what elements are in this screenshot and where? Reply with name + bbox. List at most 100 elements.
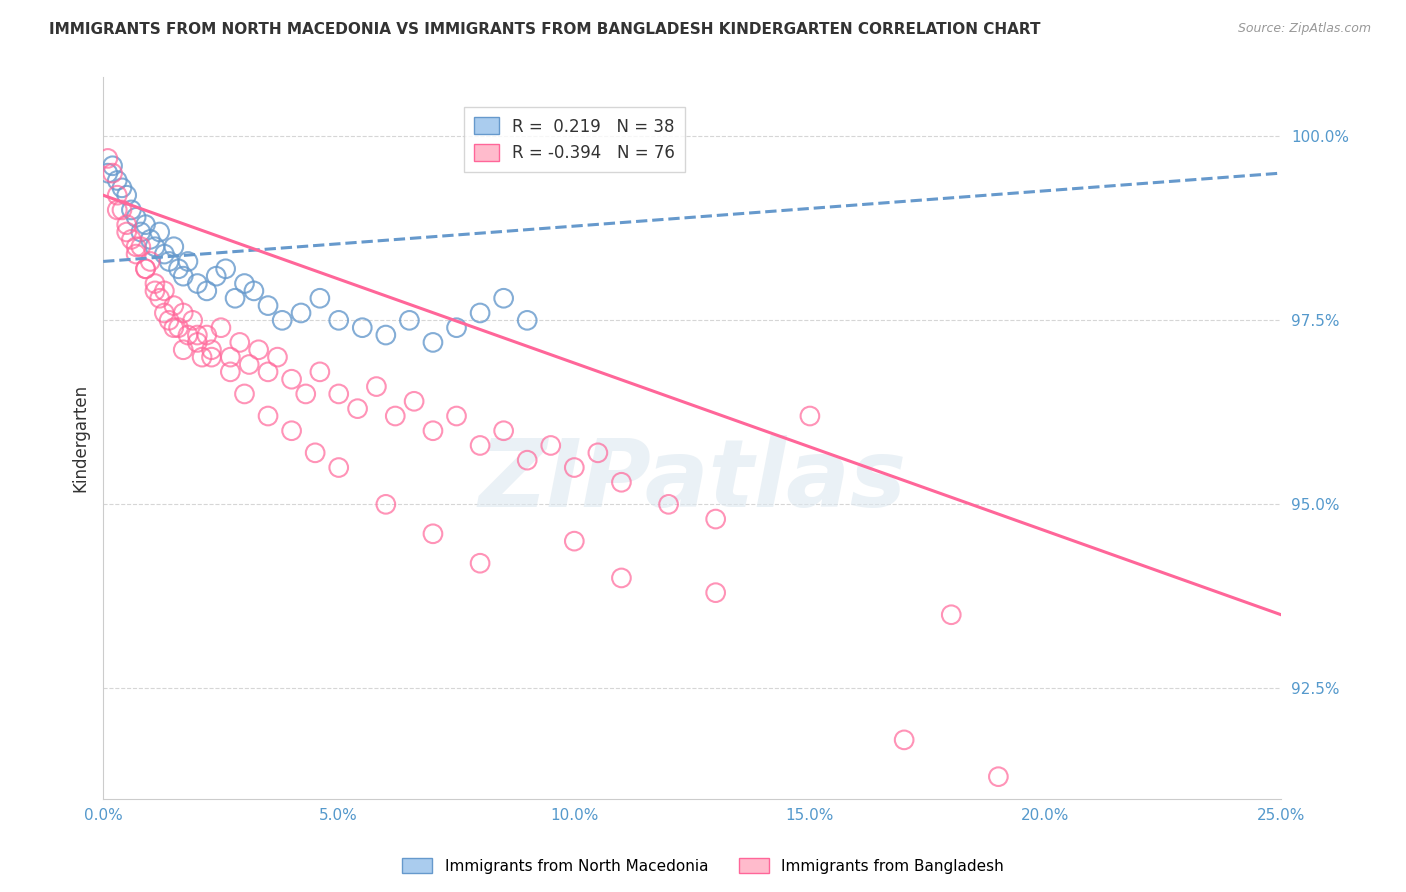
Point [328,460,350,475]
Point [1035,806,1057,821]
Point [586,446,609,460]
Point [120,202,142,217]
Point [233,387,256,401]
Point [346,401,368,416]
Point [562,460,585,475]
Point [468,306,491,320]
Point [101,166,124,180]
Point [125,211,148,225]
Point [167,261,190,276]
Point [153,306,176,320]
Point [247,343,270,357]
Point [893,732,915,747]
Point [191,350,214,364]
Point [610,571,633,585]
Point [562,534,585,549]
Point [366,379,388,393]
Point [384,409,406,423]
Point [177,254,200,268]
Point [172,306,194,320]
Text: Source: ZipAtlas.com: Source: ZipAtlas.com [1237,22,1371,36]
Point [704,585,727,599]
Point [468,556,491,570]
Point [186,328,208,343]
Text: ZIPatlas: ZIPatlas [478,435,907,527]
Point [468,438,491,452]
Point [111,202,134,217]
Point [149,291,172,305]
Point [658,497,681,511]
Point [422,335,444,350]
Point [135,261,157,276]
Point [105,202,128,217]
Point [209,320,232,334]
Point [149,225,172,239]
Legend: R =  0.219   N = 38, R = -0.394   N = 76: R = 0.219 N = 38, R = -0.394 N = 76 [464,107,685,172]
Point [163,320,186,334]
Point [271,313,294,327]
Point [111,181,134,195]
Point [328,387,350,401]
Point [290,306,312,320]
Point [257,409,280,423]
Point [115,218,138,232]
Point [97,166,120,180]
Point [135,218,157,232]
Point [195,328,218,343]
Point [941,607,963,622]
Point [153,247,176,261]
Point [195,284,218,298]
Point [163,240,186,254]
Point [492,424,515,438]
Point [799,409,821,423]
Point [181,313,204,327]
Point [516,453,538,467]
Point [987,770,1010,784]
Point [172,343,194,357]
Point [374,328,396,343]
Point [143,277,166,291]
Point [309,291,332,305]
Point [540,438,562,452]
Point [238,358,260,372]
Point [219,365,242,379]
Point [352,320,374,334]
Point [157,313,180,327]
Point [398,313,420,327]
Point [139,254,162,268]
Point [186,277,208,291]
Point [257,299,280,313]
Point [446,320,468,334]
Point [115,188,138,202]
Point [404,394,426,409]
Point [167,320,190,334]
Point [492,291,515,305]
Point [446,409,468,423]
Point [163,299,186,313]
Point [309,365,332,379]
Point [328,313,350,327]
Point [266,350,288,364]
Point [157,254,180,268]
Point [229,335,252,350]
Point [153,284,176,298]
Point [704,512,727,526]
Point [214,261,236,276]
Point [304,446,326,460]
Point [129,225,152,239]
Point [205,269,228,284]
Point [186,335,208,350]
Point [422,526,444,541]
Point [139,232,162,246]
Point [105,173,128,187]
Point [143,240,166,254]
Point [105,188,128,202]
Point [172,269,194,284]
Point [120,232,142,246]
Point [224,291,246,305]
Point [97,152,120,166]
Point [294,387,316,401]
Point [129,240,152,254]
Legend: Immigrants from North Macedonia, Immigrants from Bangladesh: Immigrants from North Macedonia, Immigra… [395,852,1011,880]
Point [422,424,444,438]
